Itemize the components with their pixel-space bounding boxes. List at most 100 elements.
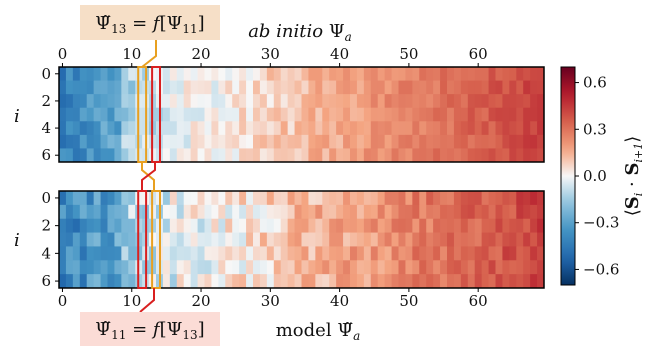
heat-cell: [481, 67, 489, 81]
heat-cell: [197, 121, 205, 136]
colorbar-tick-label: −0.3: [583, 214, 619, 232]
heat-cell: [59, 67, 67, 81]
heat-cell: [398, 204, 406, 220]
heat-cell: [322, 218, 330, 233]
heat-cell: [253, 218, 261, 233]
heat-cell: [246, 204, 254, 220]
heat-cell: [72, 67, 81, 81]
heat-cell: [537, 94, 545, 109]
heat-cell: [377, 134, 386, 149]
heat-cell: [121, 218, 129, 233]
heat-cell: [72, 191, 81, 206]
heat-cell: [350, 148, 358, 163]
heat-cell: [363, 232, 372, 247]
heat-cell: [59, 107, 67, 122]
heat-cell: [377, 67, 386, 81]
heat-cell: [280, 232, 289, 247]
heat-cell: [537, 134, 545, 149]
heat-cell: [426, 204, 434, 220]
heat-cell: [100, 121, 108, 136]
heat-cell: [343, 260, 351, 275]
heat-cell: [107, 274, 115, 289]
heat-cell: [287, 134, 295, 149]
heat-cell: [405, 191, 413, 206]
heat-cell: [398, 134, 406, 149]
heat-cell: [253, 121, 261, 136]
heat-cell: [218, 260, 226, 275]
heat-cell: [356, 94, 365, 109]
heat-cell: [114, 80, 122, 95]
heat-cell: [308, 94, 316, 109]
heat-cell: [294, 67, 302, 81]
heat-cell: [530, 67, 538, 81]
heat-cell: [253, 107, 261, 122]
heat-cell: [460, 121, 469, 136]
heat-cell: [419, 246, 427, 261]
heat-cell: [315, 67, 323, 81]
heat-cell: [107, 246, 115, 261]
heat-cell: [266, 218, 275, 233]
heat-cell: [433, 191, 441, 206]
bottom-x-ticks: 0 10 20 30 40 50 60: [58, 288, 488, 310]
heat-cell: [516, 107, 524, 122]
heat-cell: [232, 121, 240, 136]
heat-cell: [93, 121, 101, 136]
heat-cell: [162, 191, 171, 206]
heat-cell: [259, 80, 268, 95]
heat-cell: [329, 94, 337, 109]
heat-cell: [114, 67, 122, 81]
heat-cell: [509, 121, 517, 136]
heat-cell: [502, 148, 510, 163]
heat-cell: [176, 218, 185, 233]
heat-cell: [440, 148, 448, 163]
bottom-heatmap-frame: [58, 190, 545, 289]
heat-cell: [322, 274, 330, 289]
bottom-heatmap: [59, 191, 545, 289]
heat-cell: [405, 218, 413, 233]
heat-cell: [197, 218, 205, 233]
heat-cell: [419, 232, 427, 247]
heat-cell: [301, 218, 309, 233]
heat-cell: [467, 94, 476, 109]
heat-cell: [516, 204, 524, 220]
heat-cell: [253, 260, 261, 275]
heat-cell: [516, 67, 524, 81]
heat-cell: [128, 94, 136, 109]
heat-cell: [246, 121, 254, 136]
heat-cell: [93, 232, 101, 247]
heat-cell: [398, 274, 406, 289]
heat-cell: [343, 191, 351, 206]
heat-cell: [467, 191, 476, 206]
heat-cell: [93, 218, 101, 233]
heat-cell: [183, 260, 192, 275]
heat-cell: [259, 232, 268, 247]
heat-cell: [107, 80, 115, 95]
heat-cell: [426, 191, 434, 206]
heat-cell: [467, 232, 476, 247]
heat-cell: [453, 80, 462, 95]
heat-cell: [467, 67, 476, 81]
heat-cell: [343, 121, 351, 136]
heat-cell: [107, 148, 115, 163]
heat-cell: [523, 80, 531, 95]
heat-cell: [350, 204, 358, 220]
heat-cell: [523, 121, 531, 136]
heat-cell: [253, 232, 261, 247]
heat-cell: [239, 260, 247, 275]
heat-cell: [218, 80, 226, 95]
heat-cell: [100, 191, 108, 206]
heat-cell: [433, 204, 441, 220]
heat-cell: [176, 246, 185, 261]
heat-cell: [509, 218, 517, 233]
heat-cell: [86, 121, 95, 136]
heat-cell: [433, 121, 441, 136]
heat-cell: [370, 67, 379, 81]
heat-cell: [232, 246, 240, 261]
heat-cell: [266, 107, 275, 122]
y-tick-label: 4: [41, 119, 51, 137]
heat-cell: [329, 67, 337, 81]
heat-cell: [488, 80, 496, 95]
heat-cell: [197, 148, 205, 163]
heat-cell: [336, 191, 344, 206]
heat-cell: [412, 191, 420, 206]
